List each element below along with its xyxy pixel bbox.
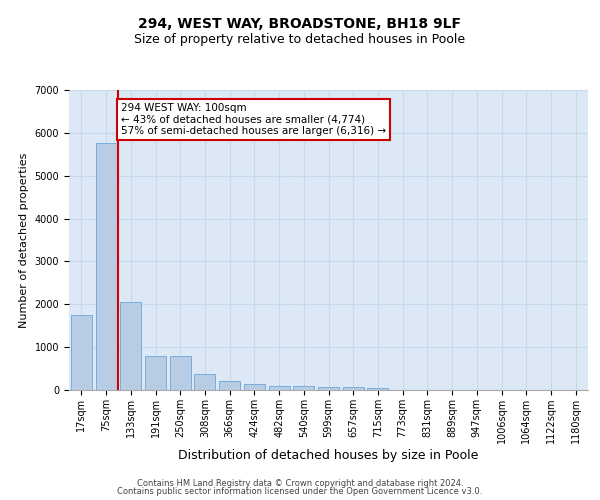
Text: Contains public sector information licensed under the Open Government Licence v3: Contains public sector information licen… — [118, 487, 482, 496]
Bar — [293, 386, 314, 390]
Bar — [318, 386, 339, 390]
Bar — [367, 388, 388, 390]
Bar — [71, 314, 92, 390]
Bar — [120, 302, 141, 390]
Bar — [269, 386, 290, 390]
Bar — [194, 374, 215, 390]
Text: 294, WEST WAY, BROADSTONE, BH18 9LF: 294, WEST WAY, BROADSTONE, BH18 9LF — [139, 18, 461, 32]
Bar — [219, 381, 240, 390]
Text: Contains HM Land Registry data © Crown copyright and database right 2024.: Contains HM Land Registry data © Crown c… — [137, 478, 463, 488]
Bar — [170, 356, 191, 390]
Bar — [244, 384, 265, 390]
Text: Size of property relative to detached houses in Poole: Size of property relative to detached ho… — [134, 32, 466, 46]
Text: 294 WEST WAY: 100sqm
← 43% of detached houses are smaller (4,774)
57% of semi-de: 294 WEST WAY: 100sqm ← 43% of detached h… — [121, 103, 386, 136]
Bar — [343, 388, 364, 390]
Y-axis label: Number of detached properties: Number of detached properties — [19, 152, 29, 328]
X-axis label: Distribution of detached houses by size in Poole: Distribution of detached houses by size … — [178, 448, 479, 462]
Bar — [145, 356, 166, 390]
Bar — [95, 143, 116, 390]
